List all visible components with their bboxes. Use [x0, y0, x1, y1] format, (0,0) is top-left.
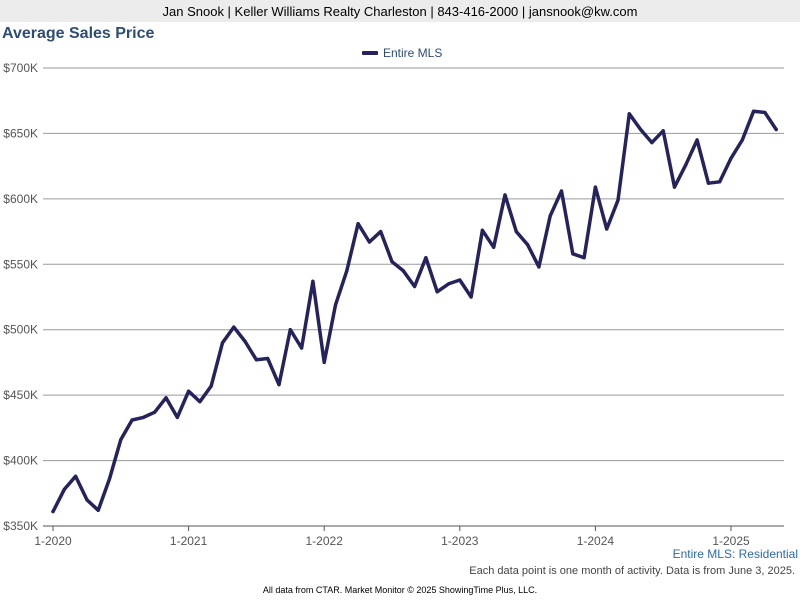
data-point — [435, 290, 439, 294]
data-point — [492, 245, 496, 249]
data-point — [390, 260, 394, 264]
data-point — [175, 415, 179, 419]
data-point — [469, 295, 473, 299]
data-point — [706, 181, 711, 185]
data-point — [526, 243, 530, 247]
legend-swatch — [362, 51, 378, 55]
y-tick-label: $550K — [3, 257, 38, 271]
data-point — [514, 229, 518, 234]
data-point — [718, 180, 722, 184]
data-point — [413, 284, 417, 289]
data-point — [684, 163, 688, 167]
data-point — [367, 240, 371, 244]
data-point — [458, 278, 462, 282]
data-point — [243, 339, 247, 344]
data-point — [401, 269, 405, 273]
header-bar: Jan Snook | Keller Williams Realty Charl… — [0, 0, 800, 22]
data-point — [277, 383, 281, 387]
data-point — [672, 185, 677, 189]
data-point — [424, 256, 428, 260]
data-point — [503, 193, 507, 197]
y-tick-label: $450K — [3, 388, 38, 402]
data-point — [571, 252, 575, 256]
data-point — [74, 474, 78, 478]
data-point — [300, 346, 304, 350]
data-point — [537, 265, 541, 269]
data-point — [559, 189, 564, 193]
series-caption: Entire MLS: Residential — [672, 547, 798, 561]
data-point — [254, 358, 258, 362]
series-layer — [51, 109, 778, 514]
data-point — [153, 410, 157, 414]
x-tick-label: 1-2021 — [170, 534, 208, 548]
grid-lines — [43, 67, 784, 527]
y-tick-label: $500K — [3, 323, 38, 337]
x-tick-label: 1-2024 — [577, 534, 615, 548]
x-axis-ticks: 1-2020 1-2021 1-2022 1-2023 1-2024 1-2025 — [34, 526, 750, 548]
data-point — [763, 110, 767, 115]
data-point — [288, 328, 292, 332]
data-point — [480, 228, 484, 232]
legend: Entire MLS — [362, 46, 442, 60]
data-point — [164, 396, 168, 400]
data-note: Each data point is one month of activity… — [469, 565, 795, 577]
x-tick-label: 1-2020 — [34, 534, 72, 548]
x-tick-label: 1-2022 — [306, 534, 344, 548]
data-point — [232, 325, 236, 329]
data-point — [333, 303, 338, 307]
data-point — [616, 198, 620, 202]
data-point — [356, 222, 360, 226]
data-point — [266, 356, 270, 361]
data-point — [661, 129, 665, 133]
data-point — [322, 360, 326, 365]
data-point — [141, 415, 145, 419]
data-point — [379, 229, 383, 234]
y-tick-label: $650K — [3, 126, 38, 140]
series-line — [51, 109, 778, 514]
data-point — [198, 400, 202, 404]
data-point — [582, 256, 586, 260]
y-tick-label: $400K — [3, 454, 38, 468]
data-point — [740, 138, 744, 142]
data-point — [107, 477, 112, 481]
data-point — [130, 418, 134, 422]
legend-label: Entire MLS — [383, 46, 443, 60]
y-tick-label: $700K — [3, 61, 38, 75]
data-point — [119, 438, 123, 442]
data-point — [345, 269, 349, 273]
y-tick-label: $600K — [3, 192, 38, 206]
data-point — [187, 389, 191, 393]
data-point — [650, 140, 654, 145]
header-text: Jan Snook | Keller Williams Realty Charl… — [162, 3, 638, 19]
chart-title: Average Sales Price — [2, 25, 155, 42]
data-point — [605, 227, 609, 231]
data-point — [639, 127, 643, 132]
data-point — [695, 138, 699, 142]
data-point — [85, 498, 89, 502]
data-point — [627, 112, 631, 116]
y-tick-label: $350K — [3, 519, 38, 533]
data-point — [311, 279, 315, 283]
footer-text: All data from CTAR. Market Monitor © 202… — [262, 585, 538, 595]
data-point — [752, 109, 756, 113]
data-point — [220, 341, 225, 345]
data-point — [446, 282, 451, 286]
data-point — [729, 156, 733, 160]
data-point — [548, 214, 552, 218]
data-point — [774, 127, 778, 132]
data-point — [209, 384, 213, 388]
x-tick-label: 1-2025 — [712, 534, 750, 548]
data-point — [51, 510, 55, 514]
data-point — [62, 487, 66, 491]
x-tick-label: 1-2023 — [441, 534, 479, 548]
data-point — [593, 185, 598, 189]
y-axis-ticks: $350K $400K $450K $500K $550K $600K $650K $700K — [3, 61, 38, 533]
data-point — [96, 508, 100, 512]
